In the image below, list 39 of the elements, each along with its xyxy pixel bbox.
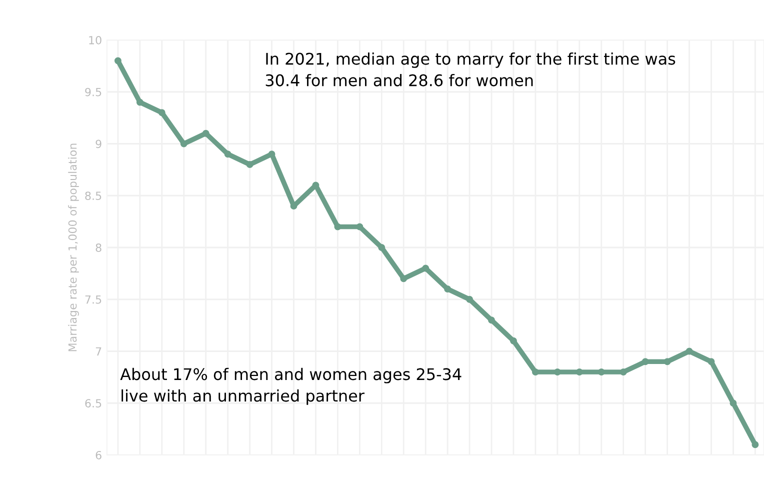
point bbox=[686, 348, 693, 355]
point bbox=[400, 275, 408, 282]
point bbox=[730, 400, 737, 407]
y-tick-label: 10 bbox=[89, 36, 102, 44]
point bbox=[466, 296, 474, 303]
point bbox=[158, 109, 166, 116]
point bbox=[488, 316, 495, 324]
point bbox=[532, 368, 539, 376]
point bbox=[752, 441, 759, 448]
annotation: About 17% of men and women ages 25-34 live with an unmarried partner bbox=[120, 368, 462, 405]
point bbox=[444, 286, 452, 292]
point bbox=[202, 130, 210, 137]
y-tick-label: 8.5 bbox=[85, 192, 102, 200]
y-tick-label: 7 bbox=[96, 347, 102, 356]
y-tick-label: 6 bbox=[96, 450, 102, 460]
point bbox=[708, 358, 715, 366]
point bbox=[180, 140, 188, 148]
y-tick-label: 9 bbox=[96, 140, 102, 148]
point bbox=[114, 57, 122, 64]
point bbox=[224, 150, 232, 158]
point bbox=[246, 161, 254, 168]
y-axis-title: Marriage rate per 1,000 of population bbox=[68, 144, 79, 352]
annotation: In 2021, median age to marry for the first time was 30.4 for men and 28.6 for women bbox=[266, 52, 676, 86]
point bbox=[664, 358, 671, 366]
point bbox=[378, 244, 386, 251]
point bbox=[334, 223, 342, 230]
point bbox=[554, 368, 561, 376]
point bbox=[510, 337, 517, 344]
point bbox=[422, 264, 430, 272]
point bbox=[576, 368, 583, 376]
y-tick-label: 8 bbox=[96, 243, 102, 252]
point bbox=[598, 368, 605, 376]
point bbox=[620, 368, 627, 376]
y-tick-label: 9.5 bbox=[85, 88, 102, 96]
point bbox=[356, 223, 364, 230]
y-tick-label: 6.5 bbox=[85, 399, 102, 408]
point bbox=[136, 98, 144, 106]
point bbox=[642, 358, 649, 366]
y-tick-label: 7.5 bbox=[85, 295, 102, 304]
